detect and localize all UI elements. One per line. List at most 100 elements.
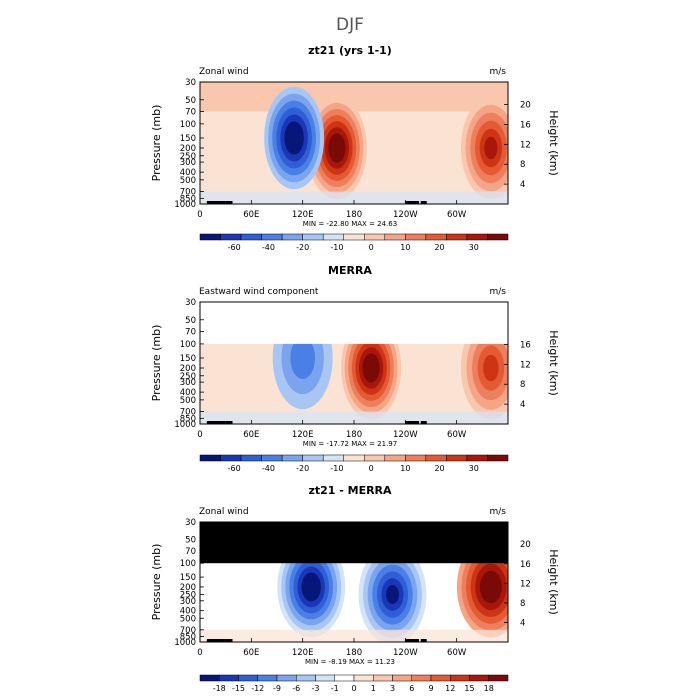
units-label: m/s — [490, 67, 507, 77]
topography-bar — [225, 421, 233, 424]
colorbar-cell — [488, 674, 509, 682]
colorbar-cell — [220, 233, 242, 241]
pressure-tick-label: 50 — [185, 96, 196, 106]
colorbar-cell — [487, 454, 509, 462]
y-axis-label-right: Height (km) — [547, 110, 560, 176]
colorbar-label: 3 — [390, 684, 395, 693]
colorbar-label: -15 — [232, 684, 245, 693]
contour-max-2 — [484, 136, 498, 160]
pressure-tick-label: 700 — [180, 626, 196, 636]
height-tick-label: 20 — [520, 540, 531, 550]
colorbar-cell — [219, 674, 239, 682]
pressure-tick-label: 30 — [185, 298, 196, 308]
pressure-tick-label: 150 — [180, 573, 196, 583]
lon-tick-label: 120W — [393, 210, 418, 220]
lon-tick-label: 60E — [243, 210, 259, 220]
pressure-tick-label: 500 — [180, 614, 196, 624]
pressure-tick-label: 500 — [180, 176, 196, 186]
pressure-tick-label: 70 — [185, 327, 196, 337]
lon-tick-label: 120W — [393, 648, 418, 658]
topography-bar — [225, 639, 233, 642]
height-tick-label: 8 — [520, 160, 525, 170]
colorbar-label: 30 — [469, 243, 479, 252]
contour-field — [200, 302, 508, 424]
y-axis-label-right: Height (km) — [547, 330, 560, 396]
colorbar-cell — [199, 454, 221, 462]
pressure-tick-label: 100 — [180, 340, 196, 350]
colorbar-cell — [364, 454, 386, 462]
colorbar-label: 20 — [434, 243, 444, 252]
topography-bar — [206, 421, 226, 424]
colorbar-label: -20 — [296, 243, 309, 252]
pressure-tick-label: 400 — [180, 607, 196, 617]
pressure-tick-label: 30 — [185, 518, 196, 528]
pressure-tick-label: 850 — [180, 632, 196, 642]
contour-min-3 — [386, 585, 399, 605]
topography-bar — [206, 639, 226, 642]
field-surface-band — [200, 629, 508, 642]
panel-title: MERRA — [328, 264, 372, 277]
colorbar-label: -1 — [331, 684, 339, 693]
topography-bar — [405, 421, 420, 424]
lon-tick-label: 180 — [346, 210, 362, 220]
contour-max-1 — [331, 139, 342, 157]
field-surface-band — [200, 411, 508, 424]
colorbar-cell — [405, 454, 427, 462]
colorbar-cell — [343, 233, 365, 241]
colorbar-cell — [302, 233, 324, 241]
contour-max-1 — [366, 359, 377, 377]
colorbar-label: 10 — [400, 464, 410, 473]
colorbar-cell — [334, 674, 355, 682]
colorbar-label: -18 — [213, 684, 226, 693]
colorbar-label: -20 — [296, 464, 309, 473]
pressure-tick-label: 200 — [180, 583, 196, 593]
pressure-tick-label: 70 — [185, 547, 196, 557]
colorbar-label: -10 — [330, 464, 343, 473]
colorbar-cell — [405, 233, 427, 241]
colorbar-label: 12 — [445, 684, 455, 693]
pressure-tick-label: 100 — [180, 559, 196, 569]
y-axis-label: Pressure (mb) — [150, 325, 163, 402]
colorbar-cell — [425, 454, 447, 462]
units-label: m/s — [490, 507, 507, 517]
pressure-tick-label: 700 — [180, 408, 196, 418]
lon-tick-label: 120E — [292, 648, 314, 658]
topography-bar — [225, 201, 233, 204]
lon-tick-label: 60W — [447, 648, 467, 658]
lon-tick-label: 0 — [197, 430, 202, 440]
colorbar-label: 30 — [469, 464, 479, 473]
missing-data-region — [200, 522, 508, 564]
colorbar-cell — [276, 674, 297, 682]
colorbar-cell — [199, 674, 220, 682]
colorbar-label: -60 — [228, 464, 241, 473]
lon-tick-label: 120E — [292, 430, 314, 440]
pressure-tick-label: 300 — [180, 597, 196, 607]
min-max-stats: MIN = -22.80 MAX = 24.63 — [303, 220, 397, 228]
colorbar-cell — [430, 674, 451, 682]
y-axis-label: Pressure (mb) — [150, 105, 163, 182]
height-tick-label: 16 — [520, 120, 531, 130]
height-tick-label: 16 — [520, 560, 531, 570]
colorbar-cell — [487, 233, 509, 241]
colorbar-cell — [364, 233, 386, 241]
topography-bar — [420, 421, 427, 424]
height-tick-label: 8 — [520, 599, 525, 609]
lon-tick-label: 60E — [243, 430, 259, 440]
colorbar-label: -10 — [330, 243, 343, 252]
panel-title: zt21 (yrs 1-1) — [308, 44, 392, 57]
lon-tick-label: 0 — [197, 648, 202, 658]
height-tick-label: 8 — [520, 380, 525, 390]
topography-bar — [420, 201, 427, 204]
colorbar-label: 1 — [371, 684, 376, 693]
units-label: m/s — [490, 287, 507, 297]
colorbar-label: -3 — [312, 684, 320, 693]
pressure-tick-label: 70 — [185, 107, 196, 117]
colorbar-cell — [384, 454, 406, 462]
y-axis-label: Pressure (mb) — [150, 544, 163, 621]
height-tick-label: 12 — [520, 579, 531, 589]
colorbar-cell — [392, 674, 412, 682]
colorbar-label: 0 — [351, 684, 356, 693]
lon-tick-label: 0 — [197, 210, 202, 220]
colorbar-cell — [199, 233, 221, 241]
variable-label: Zonal wind — [199, 67, 249, 77]
